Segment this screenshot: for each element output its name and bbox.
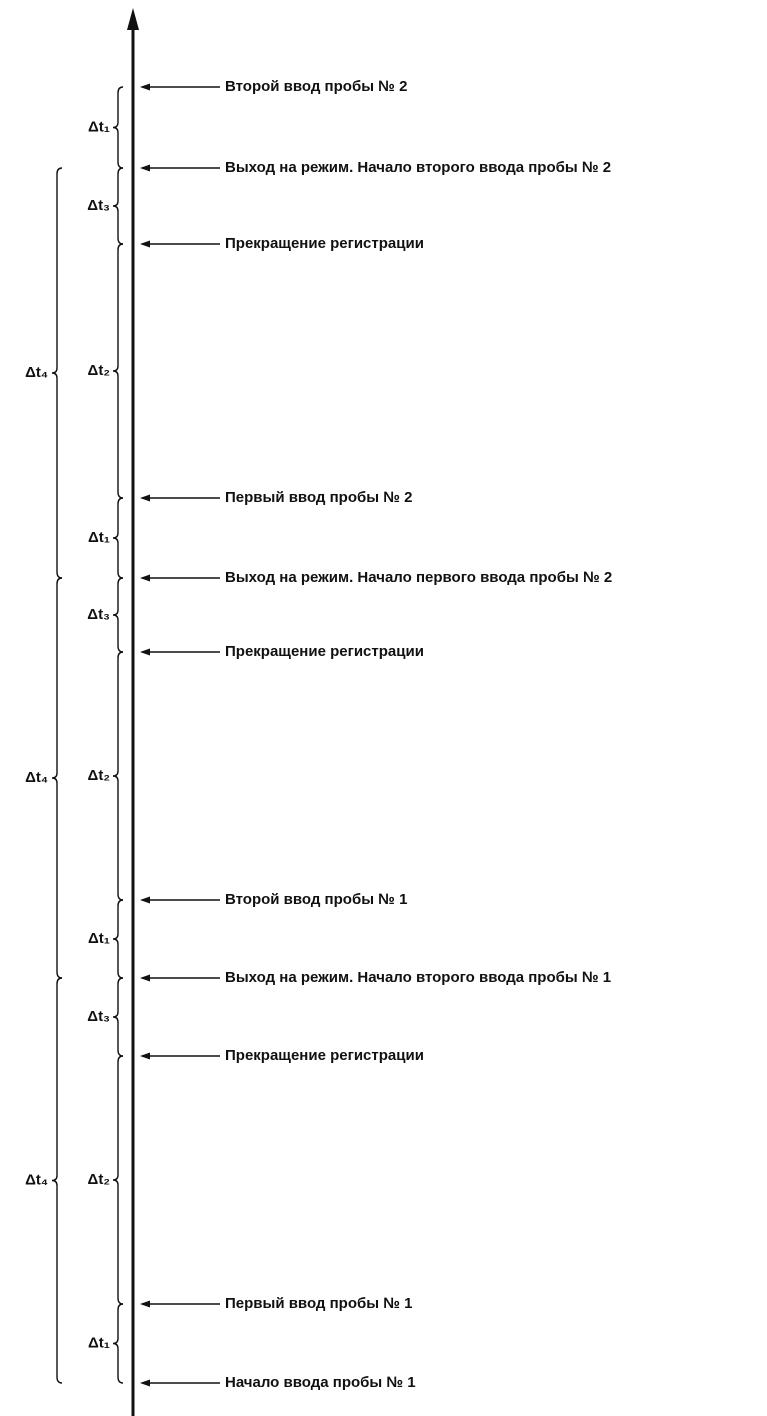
interval-label: Δt₂ — [88, 1171, 110, 1188]
interval-label: Δt₁ — [88, 529, 110, 546]
event-label: Прекращение регистрации — [225, 1047, 424, 1064]
interval-label: Δt₃ — [87, 197, 110, 214]
event-label: Выход на режим. Начало второго ввода про… — [225, 969, 611, 986]
interval-label: Δt₁ — [88, 118, 110, 135]
event-label: Начало ввода пробы № 1 — [225, 1374, 416, 1391]
interval-brace — [112, 1303, 124, 1384]
arrow-head — [140, 1300, 150, 1308]
interval-brace — [112, 86, 124, 169]
event-label: Выход на режим. Начало второго ввода про… — [225, 159, 611, 176]
event-label: Прекращение регистрации — [225, 643, 424, 660]
interval-brace — [112, 1055, 124, 1305]
event-label: Прекращение регистрации — [225, 235, 424, 252]
interval-brace — [112, 977, 124, 1057]
arrow-head — [140, 494, 150, 502]
arrow-head — [140, 648, 150, 656]
cycle-label: Δt₄ — [25, 1171, 48, 1188]
interval-label: Δt₂ — [88, 362, 110, 379]
interval-label: Δt₁ — [88, 1334, 110, 1351]
interval-label: Δt₃ — [87, 606, 110, 623]
event-label: Второй ввод пробы № 1 — [225, 891, 407, 908]
interval-brace — [112, 651, 124, 901]
event-label: Выход на режим. Начало первого ввода про… — [225, 569, 612, 586]
cycle-label: Δt₄ — [25, 364, 48, 381]
interval-brace — [112, 243, 124, 499]
arrow-head — [140, 240, 150, 248]
interval-label: Δt₃ — [87, 1008, 110, 1025]
interval-label: Δt₂ — [88, 767, 110, 784]
cycle-brace — [51, 577, 63, 979]
cycle-label: Δt₄ — [25, 769, 48, 786]
cycle-brace — [51, 977, 63, 1384]
interval-brace — [112, 577, 124, 653]
arrow-head — [140, 974, 150, 982]
axis-arrow — [127, 8, 139, 30]
interval-brace — [112, 497, 124, 579]
interval-brace — [112, 899, 124, 979]
arrow-head — [140, 1052, 150, 1060]
arrow-head — [140, 574, 150, 582]
arrow-head — [140, 1379, 150, 1387]
arrow-head — [140, 896, 150, 904]
event-label: Первый ввод пробы № 1 — [225, 1295, 412, 1312]
event-label: Первый ввод пробы № 2 — [225, 489, 412, 506]
event-label: Второй ввод пробы № 2 — [225, 78, 407, 95]
arrow-head — [140, 164, 150, 172]
interval-brace — [112, 167, 124, 245]
interval-label: Δt₁ — [88, 930, 110, 947]
arrow-head — [140, 83, 150, 91]
cycle-brace — [51, 167, 63, 579]
